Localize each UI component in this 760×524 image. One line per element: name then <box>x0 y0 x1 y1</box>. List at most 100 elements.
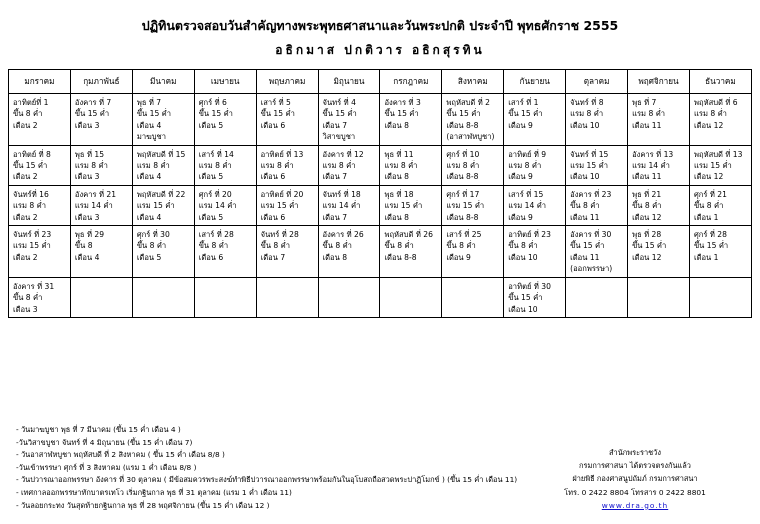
cell-month: เดือน 11 <box>570 252 600 262</box>
holy-day-cell: พุธ ที่ 7 แรม 8 ค่ำ เดือน 11 <box>627 93 690 146</box>
holy-day-cell: พุธ ที่ 15 แรม 8 ค่ำ เดือน 3 <box>69 144 133 186</box>
office-website-link[interactable]: www.dra.go.th <box>601 500 669 510</box>
cell-phase: แรม 8 ค่ำ <box>198 161 232 171</box>
cell-day: พฤหัสบดี ที่ 15 <box>136 149 186 159</box>
column-header-8: สิงหาคม <box>441 69 505 94</box>
cell-phase: ขึ้น 15 ค่ำ <box>136 109 172 119</box>
cell-day: อาทิตย์ที่ 1 <box>13 98 49 107</box>
column-header-7: กรกฎาคม <box>379 69 443 94</box>
cell-month: เดือน 7 <box>322 212 348 222</box>
holy-day-cell: อังคาร ที่ 7 ขึ้น 15 ค่ำ เดือน 3 <box>69 93 133 146</box>
cell-day: ศุกร์ ที่ 28 <box>693 230 727 240</box>
cell-phase: แรม 8 ค่ำ <box>570 109 604 119</box>
empty-cell <box>69 276 133 318</box>
holy-day-cell: ศุกร์ ที่ 6 ขึ้น 15 ค่ำ เดือน 5 <box>193 93 257 146</box>
title-block: ปฏิทินตรวจสอบวันสำคัญทางพระพุทธศาสนาและว… <box>0 0 760 58</box>
cell-phase: ขึ้น 15 ค่ำ <box>384 109 419 119</box>
empty-cell <box>688 276 753 318</box>
holy-day-cell: อาทิตย์ ที่ 9 แรม 8 ค่ำ เดือน 9 <box>503 144 567 186</box>
cell-phase: แรม 8 ค่ำ <box>693 109 727 119</box>
holy-day-cell: พุธ ที่ 7 ขึ้น 15 ค่ำ เดือน 4 มาฆบูชา <box>131 93 195 146</box>
cell-month: เดือน 7 <box>322 120 348 130</box>
cell-month: เดือน 8-8 <box>446 172 479 182</box>
holy-day-cell: พฤหัสบดี ที่ 13 แรม 15 ค่ำ เดือน 12 <box>688 144 753 186</box>
holy-day-cell: อาทิตย์ ที่ 20 แรม 15 ค่ำ เดือน 6 <box>255 184 319 227</box>
cell-day: เสาร์ ที่ 14 <box>198 149 234 159</box>
cell-month: เดือน 2 <box>13 120 38 130</box>
cell-month: เดือน 10 <box>508 252 538 262</box>
cell-phase: แรม 8 ค่ำ <box>260 161 294 171</box>
cell-phase: ขึ้น 15 ค่ำ <box>570 241 605 251</box>
cell-phase: แรม 8 ค่ำ <box>384 161 418 171</box>
cell-month: เดือน 8 <box>322 252 348 262</box>
footnote-2: -วันวิสาขบูชา จันทร์ ที่ 4 มิถุนายน (ขึ้… <box>16 437 193 447</box>
holy-day-cell: อาทิตย์ที่ 1 ขึ้น 8 ค่ำ เดือน 2 <box>8 93 71 146</box>
cell-month: เดือน 3 <box>74 172 100 182</box>
cell-note: (อาสาฬหบูชา) <box>446 132 495 142</box>
holy-day-cell: เสาร์ ที่ 28 ขึ้น 8 ค่ำ เดือน 6 <box>193 225 257 278</box>
cell-month: เดือน 6 <box>198 252 224 262</box>
empty-cell <box>317 276 381 318</box>
cell-note: มาฆบูชา <box>136 132 166 142</box>
cell-phase: แรม 15 ค่ำ <box>260 201 299 211</box>
holy-day-cell: อังคาร ที่ 21 แรม 14 ค่ำ เดือน 3 <box>69 184 133 227</box>
cell-month: เดือน 11 <box>632 120 662 130</box>
holy-day-cell: ศุกร์ ที่ 20 แรม 14 ค่ำ เดือน 5 <box>193 184 257 227</box>
holy-day-cell: จันทร์ ที่ 8 แรม 8 ค่ำ เดือน 10 <box>565 93 629 146</box>
footnote-1: - วันมาฆบูชา พุธ ที่ 7 มีนาคม (ขึ้น 15 ค… <box>16 425 181 434</box>
cell-phase: ขึ้น 15 ค่ำ <box>13 161 48 171</box>
cell-month: เดือน 4 <box>136 172 162 182</box>
cell-phase: แรม 8 ค่ำ <box>136 161 170 171</box>
cell-month: เดือน 3 <box>74 212 100 222</box>
cell-month: เดือน 9 <box>508 120 533 130</box>
column-header-12: ธันวาคม <box>688 69 753 94</box>
cell-day: พุธ ที่ 29 <box>74 230 105 240</box>
cell-day: พฤหัสบดี ที่ 26 <box>384 230 433 240</box>
cell-day: จันทร์ ที่ 4 <box>322 98 356 107</box>
footnote-5: - วันปวารณาออกพรรษา อังคาร ที่ 30 ตุลาคม… <box>16 475 518 485</box>
empty-cell <box>255 276 319 318</box>
column-header-1: มกราคม <box>8 69 71 94</box>
cell-phase: แรม 8 ค่ำ <box>322 161 356 171</box>
cell-day: พุธ ที่ 7 <box>136 98 162 107</box>
cell-phase: แรม 14 ค่ำ <box>322 201 361 211</box>
footnote-7: - วันลอยกระทง วันสุดท้ายกฐินกาล พุธ ที่ … <box>16 500 270 510</box>
holy-day-cell: จันทร์ ที่ 15 แรม 15 ค่ำ เดือน 10 <box>565 144 629 186</box>
cell-day: ศุกร์ ที่ 17 <box>446 189 480 199</box>
cell-phase: ขึ้น 15 ค่ำ <box>74 109 110 119</box>
footnote-3: - วันอาสาฬหบูชา พฤหัสบดี ที่ 2 สิงหาคม (… <box>16 450 225 460</box>
holy-day-cell: อาทิตย์ ที่ 30 ขึ้น 15 ค่ำ เดือน 10 <box>503 276 567 318</box>
cell-month: เดือน 2 <box>13 212 38 222</box>
cell-day: พฤหัสบดี ที่ 22 <box>136 189 186 199</box>
cell-phase: แรม 14 ค่ำ <box>74 201 113 211</box>
cell-phase: แรม 14 ค่ำ <box>632 161 670 171</box>
cell-month: เดือน 10 <box>570 120 600 130</box>
holy-day-cell: ศุกร์ ที่ 28 ขึ้น 15 ค่ำ เดือน 1 <box>688 225 753 278</box>
cell-phase: แรม 8 ค่ำ <box>13 201 46 211</box>
cell-day: เสาร์ ที่ 25 <box>446 230 482 240</box>
holy-day-cell: พฤหัสบดี ที่ 6 แรม 8 ค่ำ เดือน 12 <box>688 93 753 146</box>
cell-phase: แรม 8 ค่ำ <box>508 161 542 171</box>
table-row: อาทิตย์ที่ 1 ขึ้น 8 ค่ำ เดือน 2 อังคาร ที่ … <box>8 93 753 146</box>
cell-month: เดือน 9 <box>446 252 471 262</box>
holy-day-cell: อังคาร ที่ 12 แรม 8 ค่ำ เดือน 7 <box>317 144 381 186</box>
cell-phase: แรม 15 ค่ำ <box>570 161 608 171</box>
cell-phase: ขึ้น 15 ค่ำ <box>693 241 729 251</box>
holy-day-cell: อาทิตย์ ที่ 8 ขึ้น 15 ค่ำ เดือน 2 <box>8 144 71 186</box>
office-block: สำนักพระราชวัง กรมการศาสนา ได้ตรวจตรงกัน… <box>520 446 750 512</box>
table-row: จันทร์ ที่ 23 แรม 15 ค่ำ เดือน 2 พุธ ที่ 29… <box>8 225 753 278</box>
cell-month: เดือน 10 <box>570 172 600 182</box>
cell-phase: ขึ้น 8 ค่ำ <box>570 201 600 211</box>
holy-day-cell: อังคาร ที่ 3 ขึ้น 15 ค่ำ เดือน 8 <box>379 93 443 146</box>
holy-day-cell: อังคาร ที่ 13 แรม 14 ค่ำ เดือน 11 <box>627 144 690 186</box>
holy-day-cell: จันทร์ ที่ 23 แรม 15 ค่ำ เดือน 2 <box>8 225 71 278</box>
cell-day: อังคาร ที่ 23 <box>570 189 612 199</box>
cell-day: อาทิตย์ ที่ 20 <box>260 189 304 199</box>
cell-phase: แรม 8 ค่ำ <box>446 161 480 171</box>
cell-day: ศุกร์ ที่ 30 <box>136 230 170 240</box>
cell-phase: ขึ้น 8 ค่ำ <box>13 293 43 303</box>
cell-month: เดือน 3 <box>13 304 38 314</box>
cell-day: อังคาร ที่ 30 <box>570 230 612 240</box>
cell-phase: ขึ้น 8 ค่ำ <box>198 241 229 251</box>
